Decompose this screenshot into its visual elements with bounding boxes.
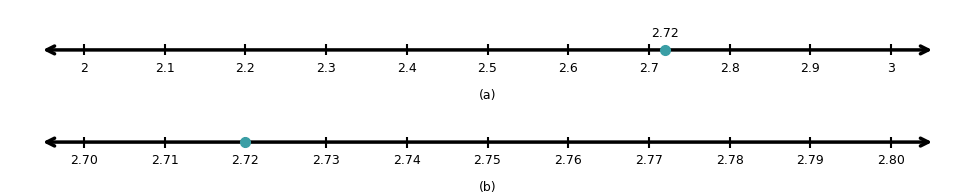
- Text: 2.3: 2.3: [316, 62, 335, 75]
- Text: 2: 2: [80, 62, 88, 75]
- Text: 2.80: 2.80: [878, 154, 905, 167]
- Text: 2.73: 2.73: [312, 154, 340, 167]
- Text: (b): (b): [479, 181, 496, 192]
- Text: 2.75: 2.75: [474, 154, 501, 167]
- Text: 2.77: 2.77: [635, 154, 663, 167]
- Text: 2.72: 2.72: [651, 27, 679, 40]
- Text: 2.76: 2.76: [555, 154, 582, 167]
- Text: 2.78: 2.78: [716, 154, 744, 167]
- Text: 2.4: 2.4: [397, 62, 416, 75]
- Text: 2.6: 2.6: [559, 62, 578, 75]
- Text: 2.7: 2.7: [639, 62, 659, 75]
- Text: 2.9: 2.9: [800, 62, 820, 75]
- Text: 2.2: 2.2: [235, 62, 255, 75]
- Text: (a): (a): [479, 89, 496, 102]
- Text: 2.70: 2.70: [70, 154, 98, 167]
- Text: 2.8: 2.8: [720, 62, 740, 75]
- Text: 3: 3: [887, 62, 895, 75]
- Text: 2.71: 2.71: [150, 154, 178, 167]
- Text: 2.1: 2.1: [155, 62, 175, 75]
- Text: 2.72: 2.72: [231, 154, 259, 167]
- Text: 2.5: 2.5: [478, 62, 497, 75]
- Text: 2.74: 2.74: [393, 154, 420, 167]
- Text: 2.79: 2.79: [797, 154, 825, 167]
